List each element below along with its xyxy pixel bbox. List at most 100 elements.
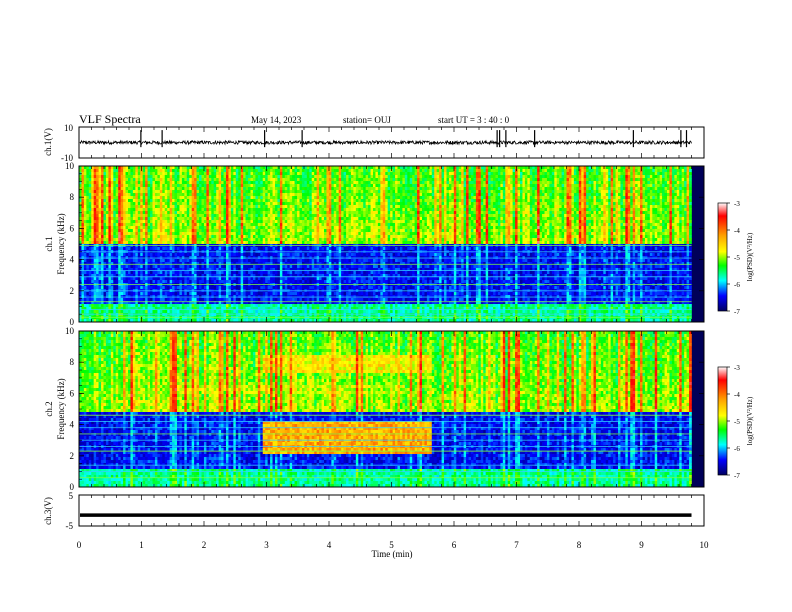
spectrogram-cell (164, 217, 168, 221)
spectrogram-cell (260, 208, 264, 212)
spectrogram-cell (177, 241, 180, 245)
spectrogram-cell (181, 175, 185, 179)
spectrogram-cell (262, 319, 266, 323)
spectrogram-cell (235, 259, 239, 263)
spectrogram-cell (132, 166, 136, 170)
spectrogram-cell (301, 202, 305, 206)
spectrogram-cell (301, 193, 305, 197)
spectrogram-cell (211, 169, 215, 173)
spectrogram-cell (194, 319, 197, 323)
spectrogram-cell (262, 310, 266, 314)
spectrogram-cell (301, 241, 305, 245)
spectrogram-cell (199, 190, 202, 194)
spectrogram-cell (118, 238, 121, 242)
spectrogram-cell (86, 259, 90, 263)
spectrogram-cell (279, 319, 283, 323)
spectrogram-cell (164, 199, 168, 203)
spectrogram-cell (226, 178, 229, 182)
spectrogram-cell (105, 319, 109, 323)
spectrogram-cell (81, 253, 85, 257)
spectrogram-cell (199, 226, 202, 230)
spectrogram-cell (88, 196, 92, 200)
spectrogram-cell (221, 229, 224, 233)
spectrogram-cell (206, 274, 210, 278)
spectrogram-cell (211, 232, 215, 236)
spectrogram-cell (226, 235, 229, 239)
spectrogram-cell (260, 310, 264, 314)
spectrogram-cell (86, 265, 90, 269)
spectrogram-cell (86, 220, 90, 224)
spectrogram-cell (93, 220, 97, 224)
spectrogram-cell (101, 202, 104, 206)
spectrogram-cell (248, 229, 251, 233)
spectrogram-cell (164, 241, 168, 245)
spectrogram-cell (140, 205, 143, 209)
spectrogram-cell (306, 235, 310, 239)
spectrogram-cell (120, 259, 124, 263)
spectrogram-cell (147, 274, 151, 278)
spectrogram-cell (289, 169, 293, 173)
spectrogram-cell (142, 277, 146, 281)
spectrogram-cell (297, 232, 300, 236)
spectrogram-cell (113, 262, 117, 266)
spectrogram-cell (162, 202, 166, 206)
spectrogram-cell (172, 310, 175, 314)
spectrogram-cell (130, 307, 134, 311)
spectrogram-cell (98, 259, 102, 263)
spectrogram-cell (203, 187, 207, 191)
spectrogram-cell (191, 307, 195, 311)
spectrogram-cell (277, 202, 281, 206)
spectrogram-cell (164, 220, 168, 224)
spectrogram-cell (270, 190, 273, 194)
spectrogram-cell (93, 181, 97, 185)
spectrogram-cell (125, 196, 129, 200)
spectrogram-cell (297, 226, 300, 230)
spectrogram-cell (216, 187, 219, 191)
spectrogram-cell (206, 286, 210, 290)
spectrogram-cell (169, 265, 173, 269)
spectrogram-cell (196, 232, 200, 236)
spectrogram-cell (240, 238, 244, 242)
spectrogram-cell (260, 238, 264, 242)
spectrogram-cell (150, 226, 153, 230)
spectrogram-cell (103, 301, 107, 305)
spectrogram-cell (221, 202, 224, 206)
spectrogram-cell (240, 280, 244, 284)
spectrogram-cell (196, 280, 200, 284)
spectrogram-cell (216, 226, 219, 230)
spectrogram-cell (233, 172, 237, 176)
spectrogram-cell (120, 187, 124, 191)
spectrogram-cell (267, 166, 271, 170)
spectrogram-cell (260, 253, 264, 257)
spectrogram-cell (221, 187, 224, 191)
spectrogram-cell (235, 217, 239, 221)
spectrogram-cell (270, 214, 273, 218)
spectrogram-cell (265, 280, 268, 284)
spectrogram-cell (191, 286, 195, 290)
spectrogram-cell (186, 193, 190, 197)
spectrogram-cell (235, 307, 239, 311)
spectrogram-cell (262, 172, 266, 176)
spectrogram-cell (169, 199, 173, 203)
spectrogram-cell (120, 238, 124, 242)
spectrogram-cell (167, 307, 170, 311)
spectrogram-cell (137, 265, 141, 269)
spectrogram-cell (230, 223, 234, 227)
spectrogram-cell (105, 223, 109, 227)
spectrogram-cell (101, 310, 104, 314)
spectrogram-cell (189, 298, 192, 302)
spectrogram-cell (135, 187, 139, 191)
spectrogram-cell (115, 271, 119, 275)
spectrogram-cell (228, 184, 232, 188)
spectrogram-cell (218, 301, 222, 305)
spectrogram-cell (93, 202, 97, 206)
spectrogram-cell (275, 199, 278, 203)
spectrogram-cell (91, 253, 94, 257)
spectrogram-cell (287, 232, 290, 236)
spectrogram-cell (297, 211, 300, 215)
spectrogram-cell (159, 229, 163, 233)
spectrogram-cell (81, 202, 85, 206)
spectrogram-cell (297, 169, 300, 173)
spectrogram-cell (93, 232, 97, 236)
spectrogram-cell (110, 184, 114, 188)
